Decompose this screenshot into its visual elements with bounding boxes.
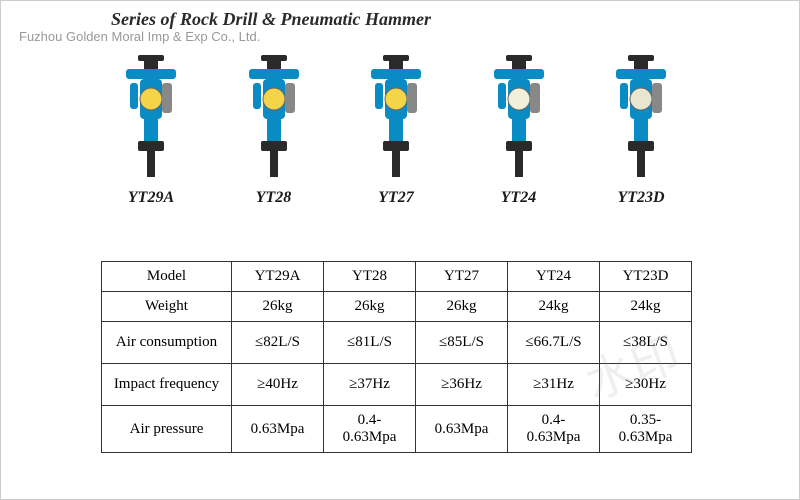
- row-label-cell: Weight: [102, 292, 232, 322]
- data-cell: 24kg: [508, 292, 600, 322]
- data-cell: ≤82L/S: [232, 322, 324, 364]
- header-cell: YT23D: [600, 262, 692, 292]
- data-cell: 0.63Mpa: [416, 406, 508, 453]
- drill-icon: [239, 51, 309, 181]
- products-row: YT29A YT28 YT27 YT24: [96, 51, 696, 207]
- page-title: Series of Rock Drill & Pneumatic Hammer: [111, 9, 431, 30]
- table-row: Weight26kg26kg26kg24kg24kg: [102, 292, 692, 322]
- product-item: YT23D: [586, 51, 696, 207]
- drill-icon: [116, 51, 186, 181]
- data-cell: ≤66.7L/S: [508, 322, 600, 364]
- data-cell: ≤38L/S: [600, 322, 692, 364]
- data-cell: ≤85L/S: [416, 322, 508, 364]
- data-cell: 24kg: [600, 292, 692, 322]
- product-item: YT29A: [96, 51, 206, 207]
- row-label-cell: Impact frequency: [102, 364, 232, 406]
- data-cell: 0.4-0.63Mpa: [508, 406, 600, 453]
- product-item: YT24: [464, 51, 574, 207]
- product-item: YT27: [341, 51, 451, 207]
- data-cell: ≥40Hz: [232, 364, 324, 406]
- product-label: YT24: [501, 189, 537, 207]
- row-label-cell: Air consumption: [102, 322, 232, 364]
- data-cell: ≤81L/S: [324, 322, 416, 364]
- data-cell: 26kg: [416, 292, 508, 322]
- data-cell: 0.4-0.63Mpa: [324, 406, 416, 453]
- table-row: Air pressure0.63Mpa0.4-0.63Mpa0.63Mpa0.4…: [102, 406, 692, 453]
- header-cell: YT27: [416, 262, 508, 292]
- product-label: YT23D: [617, 189, 664, 207]
- data-cell: 0.63Mpa: [232, 406, 324, 453]
- product-label: YT29A: [128, 189, 174, 207]
- drill-icon: [361, 51, 431, 181]
- data-cell: 0.35-0.63Mpa: [600, 406, 692, 453]
- table-row: Impact frequency≥40Hz≥37Hz≥36Hz≥31Hz≥30H…: [102, 364, 692, 406]
- row-label-cell: Air pressure: [102, 406, 232, 453]
- data-cell: ≥37Hz: [324, 364, 416, 406]
- company-watermark: Fuzhou Golden Moral Imp & Exp Co., Ltd.: [19, 29, 260, 44]
- data-cell: 26kg: [324, 292, 416, 322]
- product-label: YT28: [256, 189, 292, 207]
- header-cell: Model: [102, 262, 232, 292]
- data-cell: 26kg: [232, 292, 324, 322]
- table-header-row: ModelYT29AYT28YT27YT24YT23D: [102, 262, 692, 292]
- spec-table: ModelYT29AYT28YT27YT24YT23DWeight26kg26k…: [101, 261, 692, 453]
- header-cell: YT24: [508, 262, 600, 292]
- data-cell: ≥36Hz: [416, 364, 508, 406]
- table-row: Air consumption≤82L/S≤81L/S≤85L/S≤66.7L/…: [102, 322, 692, 364]
- data-cell: ≥30Hz: [600, 364, 692, 406]
- header-cell: YT29A: [232, 262, 324, 292]
- product-label: YT27: [378, 189, 414, 207]
- header-cell: YT28: [324, 262, 416, 292]
- drill-icon: [606, 51, 676, 181]
- drill-icon: [484, 51, 554, 181]
- data-cell: ≥31Hz: [508, 364, 600, 406]
- product-item: YT28: [219, 51, 329, 207]
